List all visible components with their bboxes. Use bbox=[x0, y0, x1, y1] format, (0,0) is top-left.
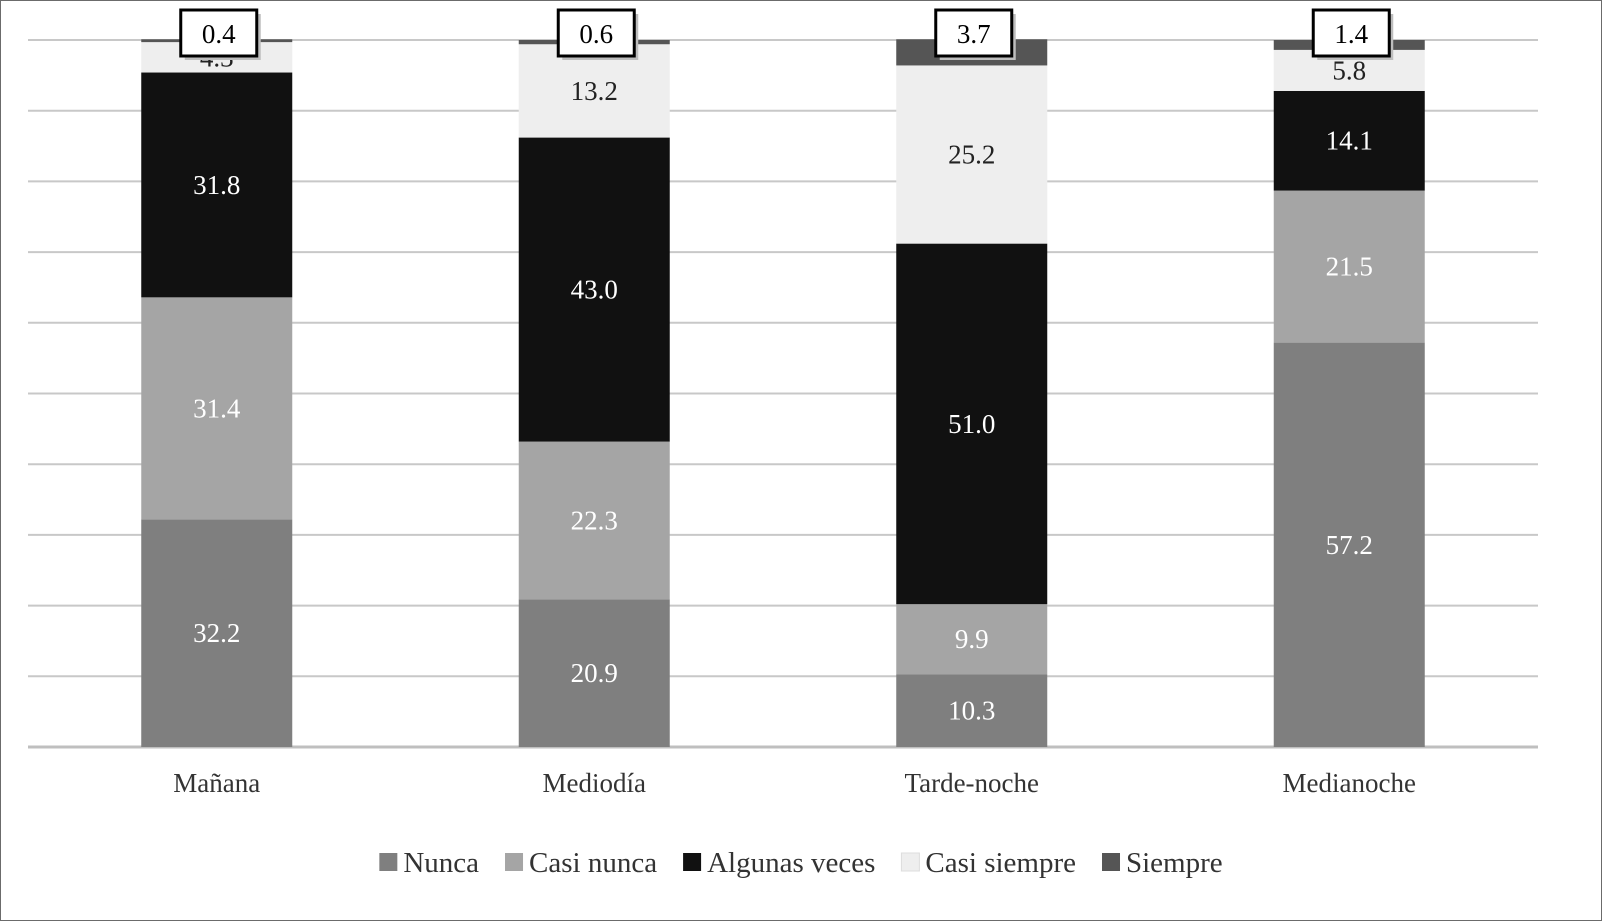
data-label: 31.8 bbox=[193, 170, 240, 200]
bar-segment bbox=[141, 519, 293, 747]
bar-segment bbox=[518, 599, 670, 747]
legend: Nunca Casi nunca Algunas veces Casi siempre… bbox=[379, 847, 1223, 879]
bar-segment bbox=[896, 604, 1048, 675]
data-label: 20.9 bbox=[571, 658, 618, 688]
bar-segment bbox=[896, 243, 1048, 605]
legend-label: Casi nunca bbox=[529, 847, 657, 879]
data-label: 13.2 bbox=[571, 76, 618, 106]
data-label: 3.7 bbox=[957, 19, 991, 49]
data-label: 0.6 bbox=[579, 19, 613, 49]
data-labels: 32.231.431.84.30.420.922.343.013.20.610.… bbox=[179, 8, 1394, 726]
bar-segment bbox=[141, 72, 293, 298]
bar-segment bbox=[896, 674, 1048, 747]
legend-swatch bbox=[1102, 853, 1121, 871]
callout-box bbox=[934, 8, 1014, 58]
legend-label: Casi siempre bbox=[925, 847, 1076, 879]
data-label: 51.0 bbox=[948, 409, 995, 439]
data-label: 25.2 bbox=[948, 140, 995, 170]
legend-swatch bbox=[900, 852, 920, 872]
bar-segment bbox=[1273, 342, 1425, 747]
category-label: Tarde-noche bbox=[904, 768, 1039, 798]
callout-box bbox=[556, 8, 636, 58]
category-label: Medianoche bbox=[1283, 768, 1416, 798]
data-label: 31.4 bbox=[193, 393, 241, 423]
category-label: Mediodía bbox=[543, 768, 646, 798]
bar-segment bbox=[896, 65, 1048, 244]
data-label: 22.3 bbox=[571, 505, 618, 535]
legend-label: Nunca bbox=[403, 847, 479, 879]
legend-swatch bbox=[505, 853, 524, 871]
data-label: 10.3 bbox=[948, 696, 995, 726]
data-label: 57.2 bbox=[1326, 530, 1373, 560]
bar-segment bbox=[1273, 190, 1425, 343]
data-label: 9.9 bbox=[955, 624, 989, 654]
data-label: 21.5 bbox=[1326, 252, 1373, 282]
legend-label: Algunas veces bbox=[707, 847, 875, 879]
data-label: 32.2 bbox=[193, 618, 240, 648]
bar-segment bbox=[518, 441, 670, 600]
data-label: 14.1 bbox=[1326, 126, 1373, 156]
legend-swatch bbox=[683, 853, 702, 871]
callout-box bbox=[1311, 8, 1391, 58]
bar-segment bbox=[518, 137, 670, 442]
data-label: 5.8 bbox=[1332, 55, 1366, 85]
bar-segment bbox=[1273, 90, 1425, 191]
data-label: 1.4 bbox=[1334, 19, 1368, 49]
category-label: Mañana bbox=[173, 768, 260, 798]
bar-segment bbox=[141, 297, 293, 520]
category-labels: Mañana Mediodía Tarde-noche Medianoche bbox=[173, 768, 1416, 798]
legend-swatch bbox=[379, 853, 398, 871]
data-label: 43.0 bbox=[571, 275, 618, 305]
callout-box bbox=[179, 8, 259, 58]
data-label: 0.4 bbox=[202, 19, 236, 49]
legend-label: Siempre bbox=[1126, 847, 1223, 879]
